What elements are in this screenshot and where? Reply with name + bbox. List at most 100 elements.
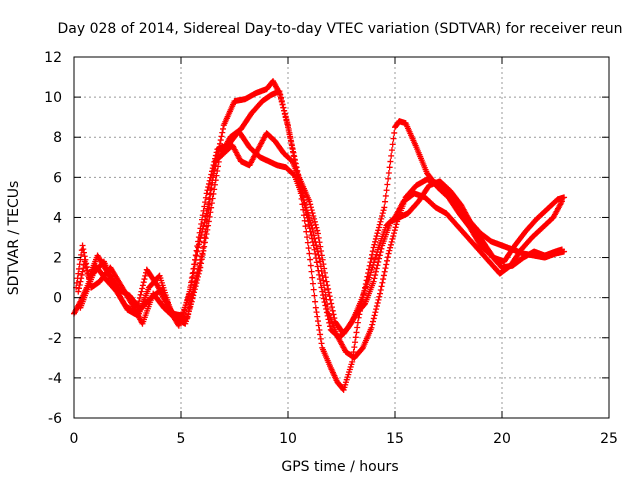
data-point bbox=[388, 147, 395, 154]
data-point bbox=[82, 256, 89, 263]
data-point bbox=[75, 270, 82, 277]
data-point bbox=[368, 255, 375, 262]
data-point bbox=[321, 265, 328, 272]
plot-frame bbox=[73, 56, 610, 419]
data-point bbox=[387, 244, 394, 251]
data-point bbox=[378, 283, 385, 290]
data-point bbox=[213, 149, 220, 156]
data-point bbox=[209, 172, 216, 179]
data-point bbox=[393, 221, 400, 228]
data-point bbox=[384, 257, 391, 264]
data-point bbox=[189, 273, 196, 280]
data-point bbox=[141, 276, 148, 283]
data-point bbox=[302, 223, 309, 230]
data-point bbox=[287, 135, 294, 142]
data-point bbox=[388, 152, 395, 159]
data-point bbox=[186, 290, 193, 297]
data-point bbox=[206, 196, 213, 203]
x-tick-label: 10 bbox=[279, 431, 297, 447]
data-point bbox=[78, 271, 85, 278]
data-point bbox=[74, 275, 81, 282]
data-point bbox=[380, 276, 387, 283]
data-point bbox=[386, 247, 393, 254]
data-point bbox=[370, 318, 377, 325]
data-point bbox=[205, 218, 212, 225]
data-point bbox=[201, 239, 208, 246]
data-point bbox=[195, 270, 202, 277]
chart-title: Day 028 of 2014, Sidereal Day-to-day VTE… bbox=[57, 21, 622, 37]
data-point bbox=[133, 310, 140, 317]
data-point bbox=[135, 301, 142, 308]
data-point bbox=[217, 137, 224, 144]
data-point bbox=[311, 292, 318, 299]
data-point bbox=[311, 215, 318, 222]
data-point bbox=[190, 269, 197, 276]
data-point bbox=[202, 216, 209, 223]
data-point bbox=[380, 207, 387, 214]
data-point bbox=[313, 309, 320, 316]
x-tick-label: 20 bbox=[493, 431, 511, 447]
data-point bbox=[390, 233, 397, 240]
data-point bbox=[317, 331, 324, 338]
data-point bbox=[385, 175, 392, 182]
data-point bbox=[325, 289, 332, 296]
data-point bbox=[319, 256, 326, 263]
data-point bbox=[312, 221, 319, 228]
data-point bbox=[314, 313, 321, 320]
data-point bbox=[134, 304, 141, 311]
data-point bbox=[382, 198, 389, 205]
data-point bbox=[75, 265, 82, 272]
data-point bbox=[389, 141, 396, 148]
data-point bbox=[312, 298, 319, 305]
data-point bbox=[377, 287, 384, 294]
data-point bbox=[137, 291, 144, 298]
data-point bbox=[139, 282, 146, 289]
data-point bbox=[199, 225, 206, 232]
data-point bbox=[372, 268, 379, 275]
data-point bbox=[309, 225, 316, 232]
series-trace-d bbox=[77, 130, 565, 337]
data-point bbox=[384, 181, 391, 188]
data-point bbox=[200, 247, 207, 254]
y-tick-label: 0 bbox=[53, 291, 62, 307]
y-tick-label: 6 bbox=[53, 170, 62, 186]
tick-labels: 0 5 10 15 20 25 -6 -4 -2 0 2 4 6 8 10 12 bbox=[44, 50, 618, 447]
data-point bbox=[286, 131, 293, 138]
data-point bbox=[352, 334, 359, 341]
data-point bbox=[75, 288, 82, 295]
data-point bbox=[349, 358, 356, 365]
data-point bbox=[204, 226, 211, 233]
data-point bbox=[318, 247, 325, 254]
data-point bbox=[83, 260, 90, 267]
data-point bbox=[369, 321, 376, 328]
data-point bbox=[188, 298, 195, 305]
data-point bbox=[79, 268, 86, 275]
data-point bbox=[387, 158, 394, 165]
data-point bbox=[376, 293, 383, 300]
y-tick-label: 4 bbox=[53, 210, 62, 226]
axis-ticks bbox=[73, 56, 610, 419]
data-point bbox=[209, 177, 216, 184]
data-point bbox=[289, 146, 296, 153]
data-point bbox=[354, 319, 361, 326]
data-point bbox=[197, 235, 204, 242]
data-point bbox=[377, 290, 384, 297]
data-point bbox=[375, 296, 382, 303]
data-point bbox=[558, 198, 565, 205]
data-point bbox=[136, 298, 143, 305]
data-point bbox=[308, 268, 315, 275]
data-point bbox=[323, 278, 330, 285]
data-point bbox=[317, 335, 324, 342]
data-point bbox=[203, 210, 210, 217]
data-point bbox=[386, 164, 393, 171]
data-point bbox=[382, 265, 389, 272]
data-point bbox=[195, 241, 202, 248]
data-point bbox=[204, 205, 211, 212]
data-point bbox=[209, 195, 216, 202]
data-point bbox=[307, 256, 314, 263]
x-tick-label: 15 bbox=[386, 431, 404, 447]
data-point bbox=[325, 285, 332, 292]
data-point bbox=[388, 238, 395, 245]
data-point bbox=[84, 267, 91, 274]
data-point bbox=[350, 349, 357, 356]
